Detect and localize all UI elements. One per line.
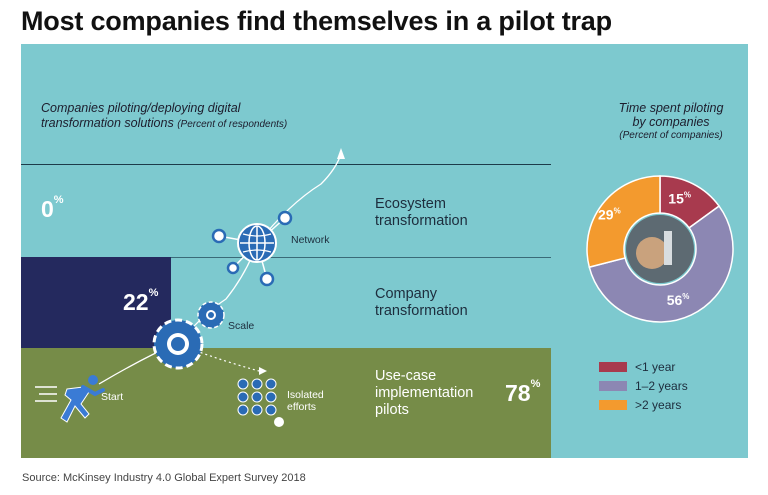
- legend-item: 1–2 years: [599, 379, 739, 393]
- scale-label: Scale: [228, 320, 255, 332]
- dotted-arrow-head: [259, 367, 267, 375]
- growth-path-illustration: [35, 148, 345, 427]
- legend-item: <1 year: [599, 360, 739, 374]
- use-case-percent: 78%: [505, 378, 541, 406]
- pie-slice: [588, 205, 734, 323]
- stage-ecosystem-label: Ecosystem transformation: [375, 196, 468, 229]
- company-percent: 22%: [123, 287, 159, 315]
- network-icon: [211, 210, 293, 287]
- device-shape: [664, 231, 672, 265]
- company-bar: [21, 257, 171, 348]
- legend-swatch: [599, 381, 627, 391]
- right-heading: Time spent piloting by companies (Percen…: [618, 101, 724, 141]
- pie-chart: 15%56%29%: [586, 175, 734, 323]
- isolated-efforts-label: Isolated efforts: [287, 389, 324, 413]
- stage-company-label: Company transformation: [375, 286, 468, 319]
- start-label: Start: [101, 391, 124, 403]
- source-note: Source: McKinsey Industry 4.0 Global Exp…: [22, 472, 306, 484]
- legend-swatch: [599, 400, 627, 410]
- hand-shape: [636, 237, 668, 269]
- legend-swatch: [599, 362, 627, 372]
- runner-icon: [35, 375, 105, 423]
- growth-arrow-head: [337, 148, 345, 159]
- legend-item: >2 years: [599, 398, 739, 412]
- use-case-band: [21, 348, 551, 458]
- pie-slice: [586, 175, 661, 269]
- isolated-dots-icon: [237, 378, 284, 427]
- network-label: Network: [291, 234, 330, 246]
- small-gear-icon: [197, 301, 225, 329]
- divider-line: [21, 164, 551, 165]
- page-title: Most companies find themselves in a pilo…: [21, 6, 612, 36]
- stage-use-case-label: Use-case implementation pilots: [375, 368, 474, 418]
- divider-line: [171, 257, 551, 258]
- ecosystem-percent: 0%: [41, 194, 64, 222]
- large-gear-icon: [152, 318, 204, 370]
- left-heading: Companies piloting/deploying digital tra…: [41, 101, 288, 130]
- infographic-panel: Companies piloting/deploying digital tra…: [21, 44, 748, 458]
